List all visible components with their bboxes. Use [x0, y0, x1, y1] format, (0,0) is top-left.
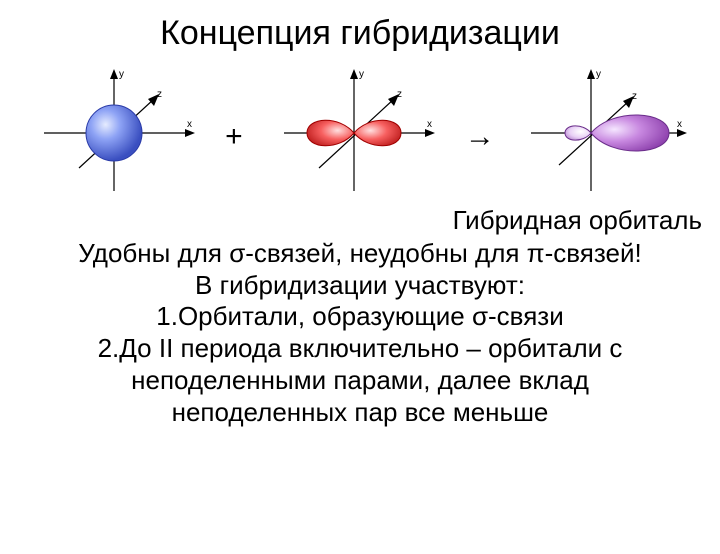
s-orbital-diagram: y x z: [29, 63, 199, 203]
axis-x-label: x: [187, 119, 192, 130]
axis-y-label: y: [119, 69, 124, 80]
orbitals-row: y x z +: [18, 63, 702, 203]
svg-text:z: z: [632, 91, 637, 102]
svg-text:y: y: [359, 69, 364, 80]
arrow-operator: →: [461, 120, 499, 154]
svg-text:z: z: [397, 89, 402, 100]
plus-operator: +: [221, 120, 247, 154]
axis-z-label: z: [157, 89, 162, 100]
page-title: Концепция гибридизации: [0, 14, 720, 53]
svg-text:x: x: [427, 119, 432, 130]
p-orbital-diagram: y x z: [269, 63, 439, 203]
line-3: 1.Орбитали, образующие σ-связи: [8, 301, 712, 333]
svg-text:y: y: [596, 69, 601, 80]
svg-text:x: x: [677, 119, 682, 130]
body-text: Удобны для σ-связей, неудобны для π-связ…: [8, 238, 712, 428]
line-4: 2.До II периода включительно – орбитали …: [8, 333, 712, 365]
line-2: В гибридизации участвуют:: [8, 270, 712, 302]
hybrid-orbital-label: Гибридная орбиталь: [0, 205, 702, 236]
line-6: неподеленных пар все меньше: [8, 397, 712, 429]
line-1: Удобны для σ-связей, неудобны для π-связ…: [8, 238, 712, 270]
sp-orbital-diagram: y x z: [521, 63, 691, 203]
line-5: неподеленными парами, далее вклад: [8, 365, 712, 397]
